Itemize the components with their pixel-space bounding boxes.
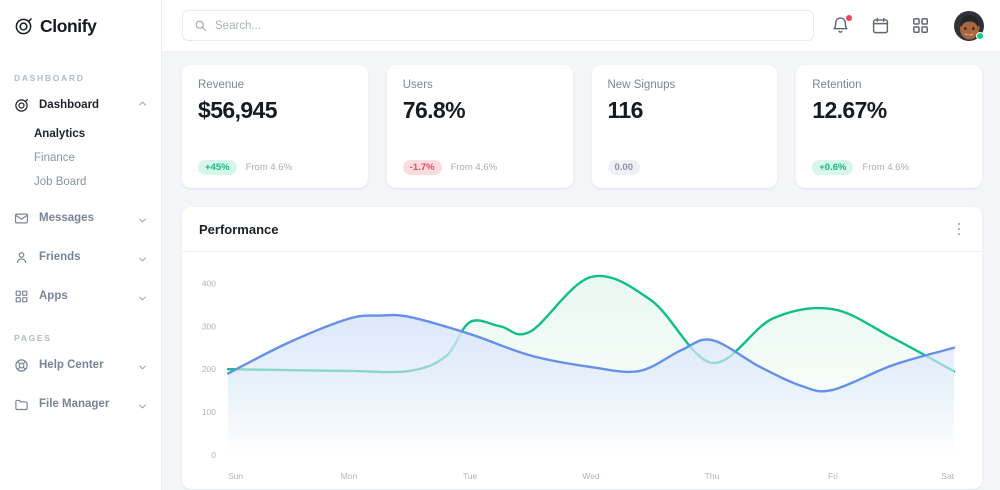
chevron-down-icon xyxy=(137,399,148,410)
sidebar-item-label: Friends xyxy=(39,251,81,263)
chevron-down-icon xyxy=(137,291,148,302)
chevron-down-icon xyxy=(137,252,148,263)
brand-logo[interactable]: Clonify xyxy=(0,0,161,52)
stat-value: 12.67% xyxy=(812,97,887,123)
sidebar-item-messages[interactable]: Messages xyxy=(0,203,161,233)
stat-from-label: From 4.6% xyxy=(450,161,498,173)
y-axis-tick-label: 200 xyxy=(202,364,216,374)
performance-area-chart[interactable]: 0 100 200 300 400 Sun Mon Tue Wed Thu Fri Sat xyxy=(182,252,982,489)
stat-title: New Signups xyxy=(607,79,676,91)
sidebar-subitem-label: Finance xyxy=(34,152,75,164)
user-icon xyxy=(14,250,29,265)
stat-card-users[interactable]: Users 76.8% -1.7% From 4.6% xyxy=(386,65,573,188)
user-avatar[interactable] xyxy=(954,10,984,41)
folder-icon xyxy=(14,397,29,412)
stat-card-retention[interactable]: Retention 12.67% +0.6% From 4.6% xyxy=(796,65,982,188)
mail-icon xyxy=(14,211,29,226)
x-axis-tick-label: Sat xyxy=(941,471,954,481)
sidebar-subitem-label: Analytics xyxy=(34,128,86,140)
stat-card-revenue[interactable]: Revenue $56,945 +45% From 4.6% xyxy=(182,65,368,188)
stat-footer: +45% From 4.6% xyxy=(198,159,352,175)
notifications-button[interactable] xyxy=(831,15,852,35)
chart-container: 0 100 200 300 400 Sun Mon Tue Wed Thu Fri Sat xyxy=(182,252,982,489)
stat-value: $56,945 xyxy=(198,97,278,123)
notification-badge-dot xyxy=(846,15,852,21)
sidebar: Clonify DASHBOARD Dashboard Analytic xyxy=(0,0,162,490)
stat-value: 76.8% xyxy=(402,97,466,123)
main-area: Revenue $56,945 +45% From 4.6% Users 76.… xyxy=(162,0,1000,490)
stat-cards: Revenue $56,945 +45% From 4.6% Users 76.… xyxy=(182,65,982,188)
apps-button[interactable] xyxy=(911,16,930,35)
calendar-button[interactable] xyxy=(871,16,890,35)
search-input[interactable] xyxy=(215,19,802,32)
status-online-dot xyxy=(976,31,984,40)
target-icon xyxy=(14,17,33,36)
sidebar-item-dashboard[interactable]: Dashboard xyxy=(0,90,161,120)
sidebar-item-analytics[interactable]: Analytics xyxy=(0,122,161,146)
performance-panel: Performance 0 100 200 300 400 Sun Mon Tue Wed Thu… xyxy=(182,207,982,489)
x-axis-tick-label: Mon xyxy=(341,471,358,481)
chevron-down-icon xyxy=(137,360,148,371)
sidebar-item-label: Dashboard xyxy=(39,99,100,111)
x-axis-tick-label: Sun xyxy=(228,471,243,481)
search-box[interactable] xyxy=(182,10,814,41)
stat-footer: -1.7% From 4.6% xyxy=(402,159,557,175)
search-icon xyxy=(194,19,207,32)
target-icon xyxy=(14,98,29,113)
sidebar-item-finance[interactable]: Finance xyxy=(0,146,161,170)
stat-from-label: From 4.6% xyxy=(245,161,293,173)
top-bar xyxy=(162,0,1000,52)
sidebar-item-job-board[interactable]: Job Board xyxy=(0,170,161,194)
chart-line-2 xyxy=(228,315,954,391)
lifebuoy-icon xyxy=(14,358,29,373)
stat-delta-badge: 0.00 xyxy=(607,159,640,175)
y-axis-tick-label: 0 xyxy=(211,450,216,460)
content-area: Revenue $56,945 +45% From 4.6% Users 76.… xyxy=(162,52,1000,490)
section-label-dashboard: DASHBOARD xyxy=(14,73,85,83)
y-axis-tick-label: 300 xyxy=(202,321,216,331)
x-axis-tick-label: Tue xyxy=(463,471,478,481)
stat-delta-badge: +45% xyxy=(198,159,237,175)
x-axis-tick-label: Fri xyxy=(828,471,838,481)
panel-title: Performance xyxy=(199,221,279,237)
section-label-pages: PAGES xyxy=(14,333,52,343)
sidebar-subnav-dashboard: Analytics Finance Job Board xyxy=(0,120,161,194)
stat-from-label: From 4.6% xyxy=(862,161,909,173)
sidebar-item-help-center[interactable]: Help Center xyxy=(0,350,161,380)
stat-value: 116 xyxy=(607,97,644,123)
stat-footer: +0.6% From 4.6% xyxy=(812,159,966,175)
stat-title: Retention xyxy=(812,79,862,91)
sidebar-item-file-manager[interactable]: File Manager xyxy=(0,389,161,419)
sidebar-item-apps[interactable]: Apps xyxy=(0,281,161,311)
stat-title: Revenue xyxy=(198,79,245,91)
sidebar-item-label: Help Center xyxy=(39,359,104,371)
chevron-down-icon xyxy=(137,213,148,224)
x-axis-tick-label: Thu xyxy=(705,471,720,481)
y-axis-tick-label: 400 xyxy=(202,278,216,288)
top-actions xyxy=(831,10,984,41)
sidebar-item-label: Apps xyxy=(39,290,68,302)
stat-delta-badge: +0.6% xyxy=(812,159,854,175)
panel-header: Performance xyxy=(182,207,982,252)
y-axis-tick-label: 100 xyxy=(202,407,216,417)
stat-footer: 0.00 xyxy=(607,159,762,175)
sidebar-item-friends[interactable]: Friends xyxy=(0,242,161,272)
sidebar-item-label: File Manager xyxy=(39,398,110,410)
stat-delta-badge: -1.7% xyxy=(402,159,442,175)
stat-card-new-signups[interactable]: New Signups 116 0.00 xyxy=(591,65,778,188)
stat-title: Users xyxy=(402,79,433,91)
sidebar-subitem-label: Job Board xyxy=(34,176,87,188)
x-axis-tick-label: Wed xyxy=(582,471,600,481)
chart-area-2 xyxy=(228,314,954,455)
kebab-menu-icon[interactable] xyxy=(950,220,968,238)
grid-icon xyxy=(14,289,29,304)
brand-name: Clonify xyxy=(40,15,97,36)
chevron-up-icon xyxy=(137,100,148,111)
sidebar-item-label: Messages xyxy=(39,212,94,224)
